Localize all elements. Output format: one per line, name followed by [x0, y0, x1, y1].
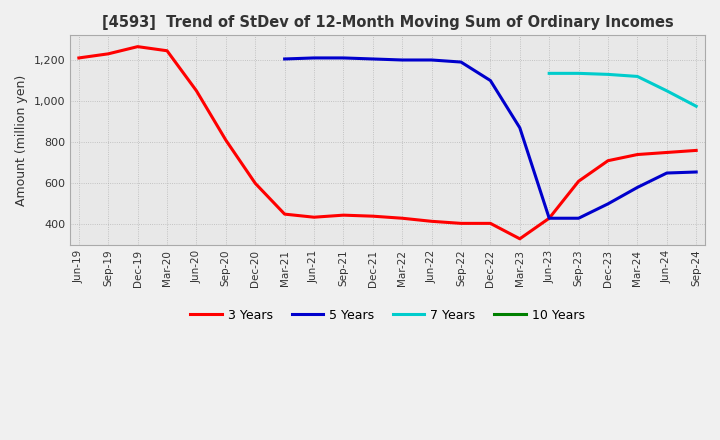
Title: [4593]  Trend of StDev of 12-Month Moving Sum of Ordinary Incomes: [4593] Trend of StDev of 12-Month Moving…	[102, 15, 673, 30]
Legend: 3 Years, 5 Years, 7 Years, 10 Years: 3 Years, 5 Years, 7 Years, 10 Years	[185, 304, 590, 327]
Y-axis label: Amount (million yen): Amount (million yen)	[15, 74, 28, 206]
